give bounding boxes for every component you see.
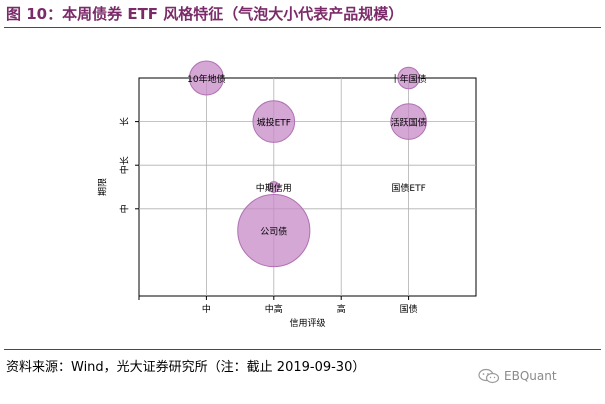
x-axis-label: 信用评级 (289, 317, 325, 329)
source-note: 资料来源：Wind，光大证券研究所（注：截止 2019-09-30） (6, 360, 366, 375)
plot-area (138, 77, 477, 297)
bubble (397, 66, 420, 90)
bubble (237, 194, 311, 268)
watermark-text: EBQuant (504, 369, 557, 383)
bubble-chart: 10年地债城投ETF中期信用公司债十年国债活跃国债国债ETF 中中高高国债 中中… (98, 60, 477, 329)
bubble (390, 103, 427, 140)
bubble-label: 公司债 (260, 226, 287, 238)
bubble-label: 10年地债 (187, 73, 225, 85)
x-axis-ticks: 中 中高 高 国债 (138, 296, 418, 315)
title-divider (4, 27, 601, 28)
y-axis-label: 期限 (98, 178, 109, 196)
bubble (188, 60, 224, 96)
bubble-label: 城投ETF (257, 117, 291, 129)
x-tick-label: 高 (337, 303, 346, 315)
bubble (267, 181, 280, 193)
bubbles (188, 60, 427, 268)
y-tick-label: 长 (119, 117, 131, 126)
bubble-label: 国债ETF (391, 182, 425, 194)
bubble (252, 100, 296, 143)
x-tick-label: 中 (202, 303, 211, 315)
y-tick-label: 中长 (119, 156, 131, 174)
x-tick-label: 中高 (265, 303, 283, 315)
bubble-label: 中期信用 (256, 182, 292, 194)
bubble-label: 活跃国债 (391, 117, 427, 129)
chart-title: 图 10：本周债券 ETF 风格特征（气泡大小代表产品规模） (6, 5, 404, 23)
watermark: EBQuant (478, 368, 557, 384)
wechat-icon (478, 368, 500, 384)
y-tick-label: 中 (119, 204, 131, 213)
bubble-label: 十年国债 (391, 73, 427, 85)
x-tick-label: 国债 (400, 303, 418, 315)
footer-divider (4, 349, 601, 350)
plot-frame (138, 77, 477, 297)
